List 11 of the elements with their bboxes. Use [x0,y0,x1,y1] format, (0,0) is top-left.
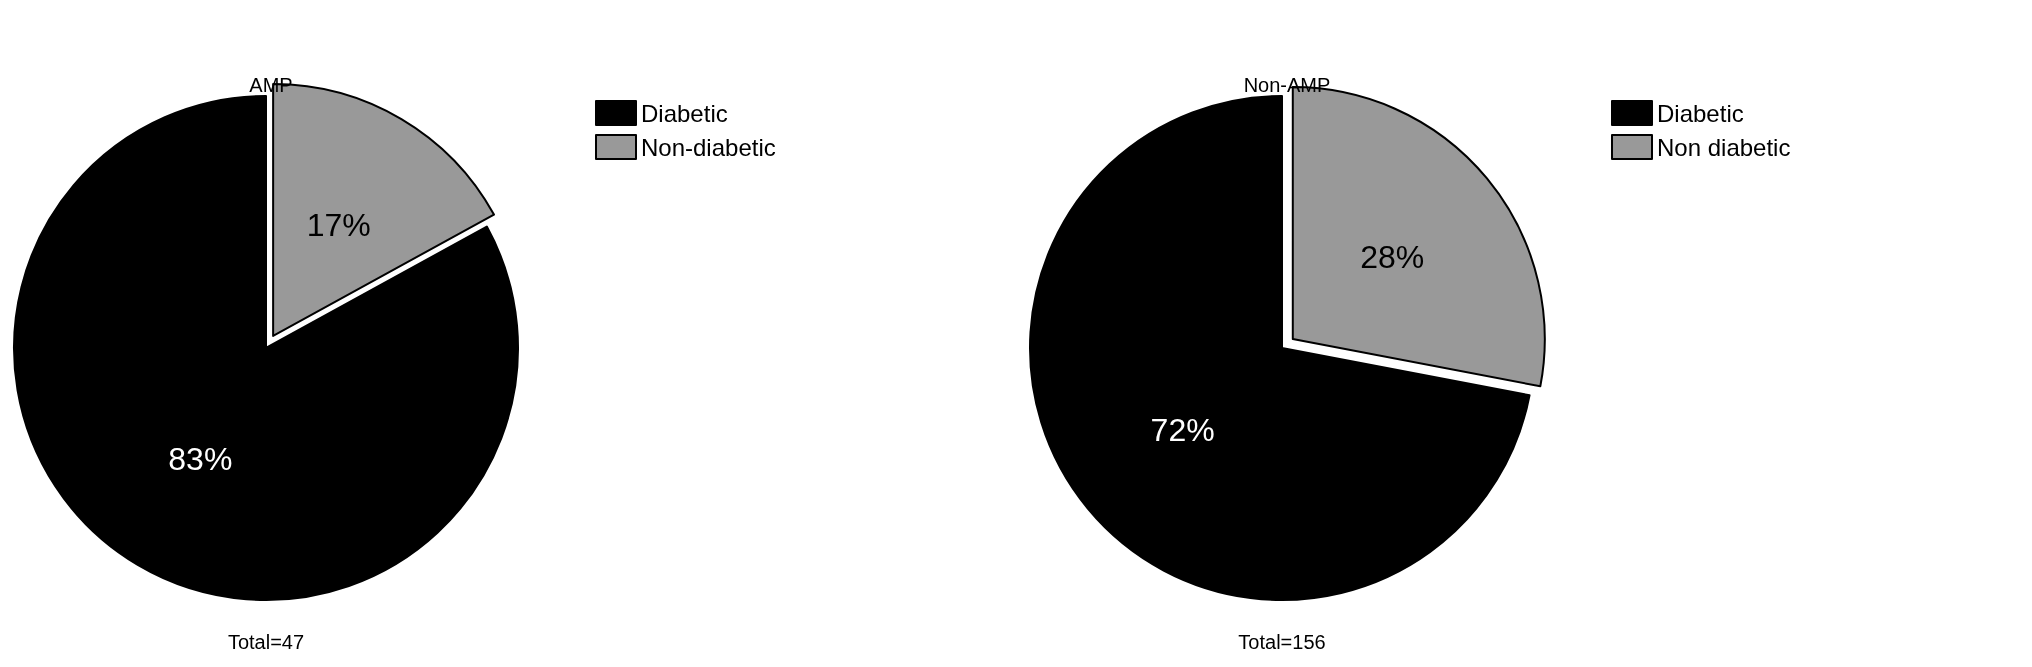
text: Total=47 [227,631,305,653]
chart-title: Non-AMP [1243,74,1331,96]
data-label: 83% [168,441,233,478]
data-label: 72% [1150,412,1215,449]
legend-label: Diabetic [1657,99,1744,127]
data-label: 28% [1360,238,1425,275]
legend-label: Non-diabetic [641,133,776,161]
text: Total=156 [1238,631,1326,653]
data-label: 17% [306,206,371,243]
legend-label: Diabetic [641,99,728,127]
legend-label: Non diabetic [1657,133,1791,161]
